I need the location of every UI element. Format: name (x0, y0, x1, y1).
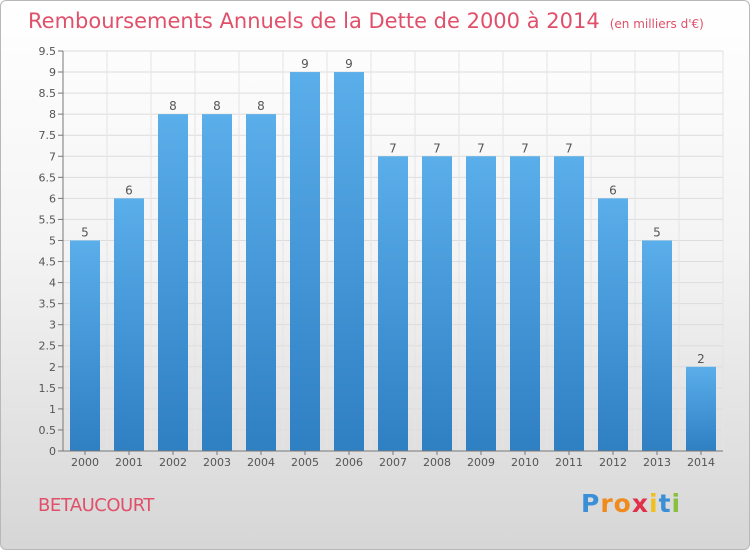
y-tick-label: 1.5 (39, 382, 57, 395)
data-label: 6 (609, 183, 617, 197)
unit-label: (en milliers d'€) (609, 17, 704, 31)
data-label: 7 (389, 141, 397, 155)
data-label: 7 (521, 141, 529, 155)
bar-2013 (642, 240, 672, 451)
bar-2003 (202, 114, 232, 451)
bar-2008 (422, 156, 452, 451)
data-label: 7 (433, 141, 441, 155)
y-tick-label: 0.5 (39, 424, 57, 437)
y-tick-label: 7.5 (39, 129, 57, 142)
x-tick-label: 2005 (291, 456, 319, 469)
y-tick-label: 8 (49, 108, 56, 121)
proxiti-logo[interactable]: Proxiti (581, 489, 681, 518)
bar-2009 (466, 156, 496, 451)
y-tick-label: 8.5 (39, 87, 57, 100)
logo-letter: r (600, 489, 614, 518)
y-tick-label: 1 (49, 403, 56, 416)
bar-2005 (290, 72, 320, 451)
y-tick-label: 2.5 (39, 340, 57, 353)
data-label: 8 (213, 99, 221, 113)
bar-2011 (554, 156, 584, 451)
x-tick-label: 2011 (555, 456, 583, 469)
logo-letter: i (671, 489, 682, 518)
data-label: 7 (565, 141, 573, 155)
y-tick-label: 3 (49, 319, 56, 332)
data-label: 9 (345, 57, 353, 71)
y-tick-label: 4.5 (39, 256, 57, 269)
x-tick-label: 2007 (379, 456, 407, 469)
x-tick-label: 2009 (467, 456, 495, 469)
y-tick-label: 6.5 (39, 171, 57, 184)
x-tick-label: 2012 (599, 456, 627, 469)
logo-letter: t (658, 489, 672, 518)
x-tick-label: 2013 (643, 456, 671, 469)
x-tick-label: 2014 (687, 456, 715, 469)
x-tick-label: 2001 (115, 456, 143, 469)
bar-2000 (70, 240, 100, 451)
y-tick-label: 6 (49, 192, 56, 205)
chart-title-text: Remboursements Annuels de la Dette de 20… (28, 9, 600, 33)
data-label: 8 (257, 99, 265, 113)
data-label: 5 (81, 225, 89, 239)
bar-2004 (246, 114, 276, 451)
bar-2012 (598, 198, 628, 451)
bar-2002 (158, 114, 188, 451)
x-tick-label: 2003 (203, 456, 231, 469)
logo-letter: i (649, 489, 659, 518)
data-label: 6 (125, 183, 133, 197)
x-tick-label: 2002 (159, 456, 187, 469)
x-tick-label: 2006 (335, 456, 363, 469)
data-label: 5 (653, 225, 661, 239)
data-label: 2 (697, 352, 705, 366)
x-tick-label: 2010 (511, 456, 539, 469)
logo-letter: P (581, 489, 601, 518)
place-name: BETAUCOURT (38, 495, 154, 516)
data-label: 8 (169, 99, 177, 113)
y-tick-label: 5 (49, 234, 56, 247)
bar-2001 (114, 198, 144, 451)
data-label: 9 (301, 57, 309, 71)
bar-2007 (378, 156, 408, 451)
logo-letter: x (631, 489, 649, 518)
y-tick-label: 9 (49, 66, 56, 79)
x-tick-label: 2000 (71, 456, 99, 469)
y-tick-label: 2 (49, 361, 56, 374)
bar-2010 (510, 156, 540, 451)
y-tick-label: 3.5 (39, 298, 57, 311)
data-label: 7 (477, 141, 485, 155)
x-tick-label: 2004 (247, 456, 275, 469)
x-tick-label: 2008 (423, 456, 451, 469)
y-tick-label: 5.5 (39, 213, 57, 226)
bar-2014 (686, 366, 716, 451)
logo-letter: o (613, 489, 632, 518)
y-tick-label: 0 (49, 445, 56, 458)
y-tick-label: 9.5 (39, 45, 57, 58)
y-tick-label: 4 (49, 277, 56, 290)
bar-2006 (334, 72, 364, 451)
chart-title: Remboursements Annuels de la Dette de 20… (28, 9, 704, 33)
y-tick-label: 7 (49, 150, 56, 163)
